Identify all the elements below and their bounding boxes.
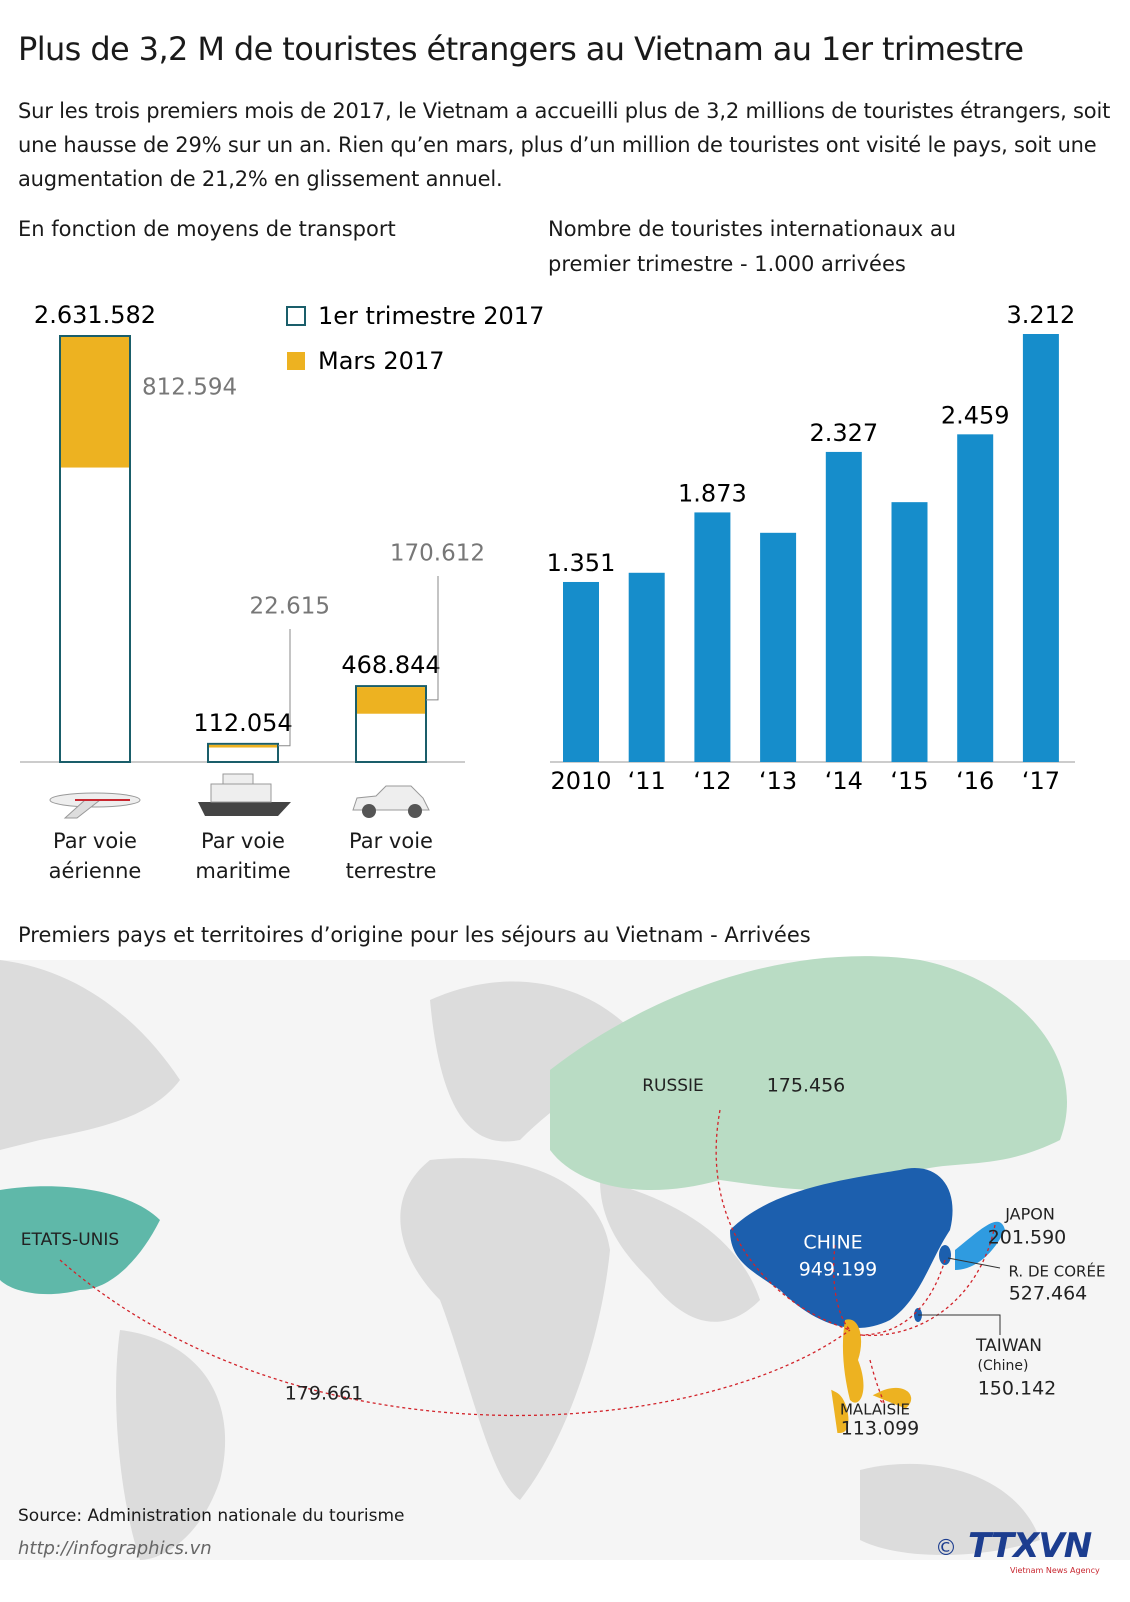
land <box>116 1330 226 1560</box>
route <box>833 1244 851 1331</box>
arrivals: 949.199 <box>799 1259 878 1281</box>
legend-label: Mars 2017 <box>318 347 445 375</box>
arrivals: 201.590 <box>988 1227 1067 1249</box>
japan <box>955 1221 1005 1270</box>
value-label: 3.212 <box>1007 301 1076 329</box>
bar <box>891 502 928 762</box>
country-name: CHINE <box>803 1232 862 1254</box>
icon-part <box>222 773 254 785</box>
country-name: JAPON <box>1004 1205 1055 1224</box>
malaysia <box>831 1387 912 1434</box>
bar <box>694 512 731 762</box>
copyright: © <box>935 1536 957 1561</box>
value-label: 2.327 <box>809 419 878 447</box>
value-label: 22.615 <box>250 594 330 620</box>
leader-line <box>918 1314 1001 1335</box>
value-label: 112.054 <box>193 709 292 737</box>
arrivals: 179.661 <box>285 1383 364 1405</box>
value-label: 2.459 <box>941 401 1010 429</box>
x-tick-label: 2010 <box>550 767 611 795</box>
legend-swatch <box>287 352 305 370</box>
bar <box>957 434 994 762</box>
land <box>600 1180 760 1322</box>
arrivals: 113.099 <box>841 1418 920 1440</box>
bar <box>1022 334 1059 762</box>
url: http://infographics.vn <box>18 1538 212 1559</box>
x-tick-label: ‘15 <box>890 767 928 795</box>
transport-icon <box>49 792 141 819</box>
x-tick-label: ‘12 <box>693 767 731 795</box>
land <box>430 981 640 1142</box>
bar <box>825 451 862 762</box>
country-name: TAIWAN <box>975 1336 1042 1356</box>
bar <box>760 532 797 762</box>
title: Plus de 3,2 M de touristes étrangers au … <box>18 30 1024 68</box>
usa <box>0 1186 160 1295</box>
icon-part <box>198 802 291 816</box>
value-label: 2.631.582 <box>34 301 156 329</box>
bar-march <box>209 744 277 748</box>
x-tick-label: ‘14 <box>825 767 863 795</box>
legend-swatch <box>286 306 306 326</box>
route <box>869 1359 885 1405</box>
bar-march <box>61 337 129 468</box>
land <box>0 960 180 1150</box>
legend-label: 1er trimestre 2017 <box>318 302 544 330</box>
route <box>859 1224 996 1337</box>
source: Source: Administration nationale du tour… <box>18 1506 405 1526</box>
country-name: MALAISIE <box>840 1401 910 1419</box>
x-tick-label: ‘16 <box>956 767 994 795</box>
transport-icon <box>352 785 430 818</box>
bar <box>563 581 599 762</box>
route <box>59 1259 851 1417</box>
leader-line <box>426 576 439 701</box>
bar-total <box>207 742 279 763</box>
land <box>860 1463 1040 1555</box>
country-name: R. DE CORÉE <box>1009 1262 1106 1281</box>
value-label: 1.351 <box>547 549 616 577</box>
icon-part <box>408 804 422 818</box>
arrivals: 150.142 <box>978 1378 1057 1400</box>
x-tick-label: ‘13 <box>759 767 797 795</box>
routes <box>59 1109 996 1417</box>
value-label: 468.844 <box>341 651 440 679</box>
value-label: 170.612 <box>390 541 485 567</box>
logo: TTXVN <box>968 1526 1092 1566</box>
map <box>0 956 1130 1560</box>
icon-part <box>362 804 376 818</box>
land <box>400 1158 610 1500</box>
value-label: 1.873 <box>678 479 747 507</box>
transport-icon <box>198 773 291 816</box>
value-label: 812.594 <box>142 375 237 401</box>
x-tick-label: ‘11 <box>628 767 666 795</box>
china <box>730 1168 953 1329</box>
country-name: ETATS-UNIS <box>21 1230 119 1250</box>
leader-line <box>947 1257 1001 1269</box>
icon-part <box>210 783 272 803</box>
leader-line <box>278 629 291 747</box>
agency: Vietnam News Agency <box>1010 1566 1100 1575</box>
icon-part <box>352 785 430 811</box>
chart-title: Nombre de touristes internationaux au pr… <box>548 217 957 276</box>
bar <box>628 572 665 762</box>
arrivals: 527.464 <box>1009 1283 1088 1305</box>
country-name: RUSSIE <box>642 1076 704 1096</box>
route <box>715 1109 851 1331</box>
x-tick-label: Par voie terrestre <box>345 829 437 883</box>
russia <box>550 956 1068 1190</box>
bar-march <box>357 687 425 714</box>
x-tick-label: Par voie aérienne <box>48 829 142 883</box>
vietnam <box>842 1319 864 1403</box>
country-note: (Chine) <box>978 1358 1029 1374</box>
map-title: Premiers pays et territoires d’origine p… <box>18 923 811 947</box>
x-tick-label: ‘17 <box>1022 767 1060 795</box>
route <box>859 1259 946 1336</box>
x-tick-label: Par voie maritime <box>195 829 291 883</box>
arrivals: 175.456 <box>767 1075 846 1097</box>
intro: Sur les trois premiers mois de 2017, le … <box>18 99 1111 191</box>
korea <box>939 1245 951 1265</box>
chart-title: En fonction de moyens de transport <box>18 217 396 241</box>
